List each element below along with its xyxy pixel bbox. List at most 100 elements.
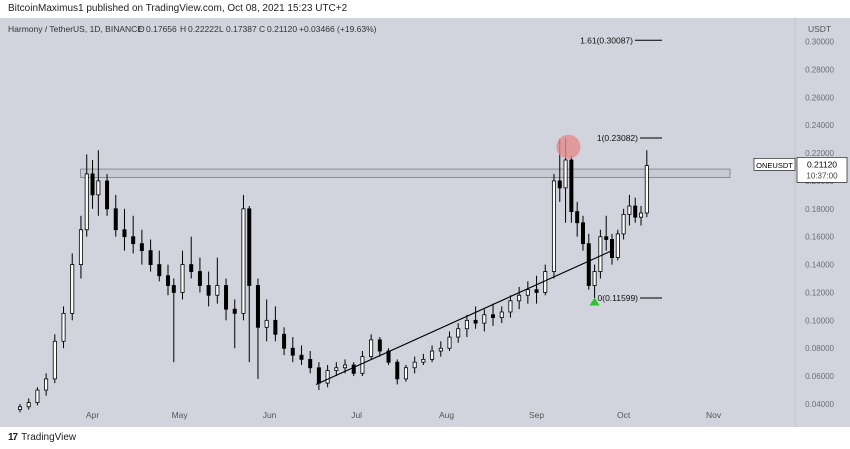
price-tick-label: 0.04000 xyxy=(805,400,834,409)
price-tick-label: 0.26000 xyxy=(805,93,834,102)
candle-body-up xyxy=(241,208,246,314)
candle-body-down xyxy=(580,222,585,245)
candle-body-up xyxy=(325,370,330,384)
symbol-info: Harmony / TetherUS, 1D, BINANCE xyxy=(8,24,143,34)
publish-header: BitcoinMaximus1 published on TradingView… xyxy=(0,0,850,18)
candle-body-up xyxy=(35,389,40,404)
symbol-tag xyxy=(753,158,796,171)
candle-body-down xyxy=(604,236,609,240)
candle-body-down xyxy=(491,314,496,318)
fib-level-label: 1.61(0.30087) xyxy=(580,35,633,45)
candle-body-up xyxy=(215,285,220,296)
price-tick-label: 0.10000 xyxy=(805,316,834,325)
time-tick-label: Nov xyxy=(706,410,722,420)
tradingview-logo-icon: 17 xyxy=(8,432,18,443)
time-tick-label: Aug xyxy=(439,410,454,420)
price-tick-label: 0.28000 xyxy=(805,65,834,74)
candle-body-up xyxy=(551,180,556,272)
candle-body-up xyxy=(482,314,487,324)
candle-body-up xyxy=(615,233,620,259)
candle-body-up xyxy=(464,319,469,330)
price-label-layer: ONEUSDT 0.21120 10:37:00 xyxy=(753,157,848,183)
candle-body-up xyxy=(44,378,49,391)
price-tick-label: 0.06000 xyxy=(805,372,834,381)
candle-body-down xyxy=(189,264,194,272)
ohlc-low-label: L xyxy=(219,24,224,34)
candle-body-up xyxy=(639,212,644,218)
price-chart[interactable]: Harmony / TetherUS, 1D, BINANCE O 0.1765… xyxy=(0,18,850,427)
time-tick-label: Oct xyxy=(617,410,631,420)
fib-level-label: 1(0.23082) xyxy=(597,133,638,143)
candle-body-up xyxy=(499,311,504,318)
candle-body-down xyxy=(157,264,162,277)
candle-body-down xyxy=(131,236,136,245)
candle-body-up xyxy=(61,312,66,342)
price-tick-label: 0.22000 xyxy=(805,149,834,158)
resistance-zone-layer xyxy=(80,168,731,178)
candle-body-down xyxy=(139,243,144,252)
time-tick-label: May xyxy=(172,410,189,420)
price-axis-background xyxy=(795,18,850,427)
candle-body-up xyxy=(563,159,568,189)
candle-body-up xyxy=(517,294,522,302)
ohlc-close: 0.21120 xyxy=(267,24,297,34)
candle-body-down xyxy=(299,354,304,360)
candle-body-up xyxy=(96,180,101,196)
candle-body-up xyxy=(438,347,443,352)
symbol-tag-text: ONEUSDT xyxy=(756,161,793,170)
candle-body-down xyxy=(224,285,229,310)
candle-body-down xyxy=(247,208,252,286)
price-tick-label: 0.30000 xyxy=(805,38,834,47)
ohlc-open: 0.17656 xyxy=(146,24,177,34)
candle-body-down xyxy=(148,250,153,265)
candle-body-up xyxy=(525,289,530,296)
candle-body-up xyxy=(421,358,426,363)
candle-body-down xyxy=(633,205,638,218)
candle-body-down xyxy=(575,211,580,224)
annotation-layer: 1.61(0.30087) 1(0.23082) 0(0.11599) xyxy=(315,35,662,385)
price-tick-label: 0.12000 xyxy=(805,288,834,297)
tradingview-logo[interactable]: 17 TradingView xyxy=(8,432,76,443)
candle-body-up xyxy=(627,205,632,215)
candle-body-up xyxy=(456,328,461,338)
breakout-highlight-circle xyxy=(556,134,581,159)
candle-body-down xyxy=(557,180,562,189)
time-axis: Apr May Jun Jul Aug Sep Oct Nov xyxy=(86,410,722,420)
chart-area[interactable]: Harmony / TetherUS, 1D, BINANCE O 0.1765… xyxy=(0,18,850,427)
price-axis-unit: USDT xyxy=(808,24,831,34)
candle-body-up xyxy=(334,367,339,371)
ohlc-high: 0.22222 xyxy=(188,24,219,34)
price-tick-label: 0.18000 xyxy=(805,205,834,214)
price-tick-label: 0.14000 xyxy=(805,261,834,270)
candle-body-down xyxy=(206,285,211,296)
ohlc-close-label: C xyxy=(259,24,265,34)
candle-body-down xyxy=(610,239,615,259)
candle-body-down xyxy=(351,364,356,374)
resistance-zone xyxy=(80,168,731,178)
support-bounce-triangle xyxy=(589,297,600,306)
fib-level-label: 0(0.11599) xyxy=(598,293,639,303)
candle-body-down xyxy=(395,361,400,380)
ohlc-change: +0.03466 (+19.63%) xyxy=(299,24,377,34)
tradingview-logo-text: TradingView xyxy=(21,432,77,443)
time-tick-label: Jun xyxy=(263,410,277,420)
candle-body-down xyxy=(197,271,202,286)
candle-body-down xyxy=(282,333,287,349)
candle-body-up xyxy=(430,350,435,360)
candle-body-up xyxy=(447,336,452,349)
candle-body-down xyxy=(122,229,127,238)
price-tick-label: 0.24000 xyxy=(805,121,834,130)
candle-body-down xyxy=(171,285,176,293)
candle-body-up xyxy=(343,364,348,369)
candle-body-up xyxy=(180,264,185,293)
candle-body-up xyxy=(360,356,365,374)
price-tick-label: 0.08000 xyxy=(805,344,834,353)
candle-body-up xyxy=(84,173,89,231)
candle-body-up xyxy=(508,300,513,313)
candle-body-up xyxy=(412,361,417,369)
chart-background xyxy=(0,18,795,427)
time-tick-label: Apr xyxy=(86,410,99,420)
candle-body-up xyxy=(543,271,548,293)
candle-body-down xyxy=(586,243,591,286)
candle-body-up xyxy=(598,236,603,272)
